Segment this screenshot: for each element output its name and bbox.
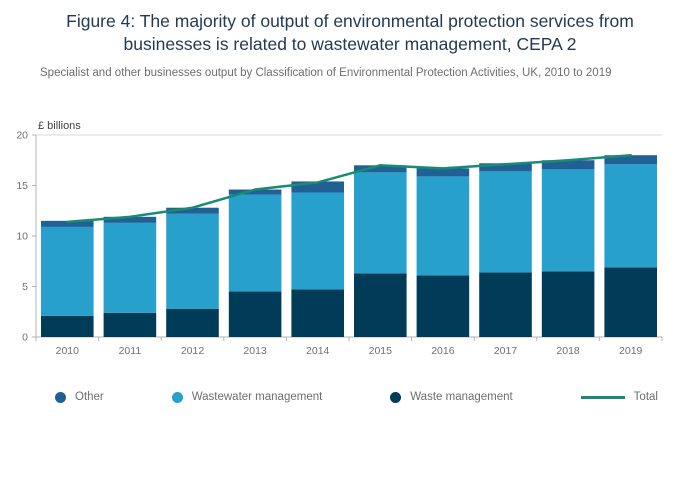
x-tick-label: 2019 <box>619 345 643 357</box>
x-tick-label: 2012 <box>181 345 205 357</box>
bar-segment-wastewater-management <box>228 194 282 292</box>
x-tick-label: 2010 <box>56 345 80 357</box>
figure-title: Figure 4: The majority of output of envi… <box>66 11 634 55</box>
x-tick-label: 2011 <box>119 345 142 357</box>
bar-segment-other <box>604 155 657 165</box>
y-axis-unit-label: £ billions <box>38 120 81 132</box>
bar-segment-wastewater-management <box>291 192 344 290</box>
bar-segment-other <box>354 165 407 173</box>
legend-item-total: Total <box>580 391 658 404</box>
x-tick-label: 2018 <box>556 345 580 357</box>
x-tick-label: 2015 <box>369 345 393 357</box>
bar-segment-other <box>41 221 94 228</box>
bar-segment-waste-management <box>41 315 94 338</box>
legend-item-waste-management: Waste management <box>390 391 513 404</box>
bar-segment-other <box>103 216 157 224</box>
bar-segment-wastewater-management <box>604 164 657 268</box>
bar-segment-wastewater-management <box>354 172 407 274</box>
bar-segment-other <box>416 168 470 177</box>
legend-label: Total <box>633 391 658 404</box>
bar-segment-wastewater-management <box>541 169 595 272</box>
legend-item-other: Other <box>55 391 104 403</box>
y-tick-label: 10 <box>16 231 28 243</box>
y-tick-label: 15 <box>16 180 28 192</box>
stacked-bar-chart: 0 5 10 15 20 £ billions 2010 2011 2012 2013 2014 20… <box>16 120 663 357</box>
total-line <box>66 154 632 224</box>
bar-segment-waste-management <box>604 267 657 338</box>
bar-segment-wastewater-management <box>479 171 532 273</box>
legend-label: Wastewater management <box>191 391 323 404</box>
legend-item-wastewater-management: Wastewater management <box>171 391 323 404</box>
bar-segment-waste-management <box>354 273 407 338</box>
x-tick-label: 2017 <box>494 345 518 357</box>
legend-line-marker <box>580 395 625 399</box>
bar-segment-wastewater-management <box>166 213 219 309</box>
legend-label: Other <box>75 391 104 404</box>
bar-segment-waste-management <box>416 275 470 338</box>
bar-segment-waste-management <box>103 312 157 338</box>
x-tick-label: 2014 <box>306 345 330 357</box>
x-tick-label: 2016 <box>431 345 455 357</box>
legend-dot-marker <box>390 391 402 403</box>
bar-segment-other <box>166 207 219 214</box>
bar-segment-wastewater-management <box>103 223 157 313</box>
bar-segment-other <box>228 189 282 195</box>
chart-legend: Other Wastewater management Waste manageme… <box>55 391 658 403</box>
legend-label: Waste management <box>410 391 513 404</box>
bar-segment-waste-management <box>166 308 219 338</box>
chart-area: 0 5 10 15 20 £ billions 2010 2011 2012 2013 2014 20… <box>0 113 700 365</box>
bar-segment-other <box>291 181 344 193</box>
legend-dot-marker <box>171 391 183 403</box>
bar-segment-wastewater-management <box>41 227 94 316</box>
bar-segment-waste-management <box>541 271 595 338</box>
y-tick-label: 5 <box>22 281 28 293</box>
bar-segment-other <box>541 160 595 170</box>
bar-segment-wastewater-management <box>416 176 470 276</box>
y-tick-label: 0 <box>22 332 28 344</box>
bar-segment-waste-management <box>291 289 344 338</box>
y-tick-label: 20 <box>16 130 28 142</box>
bar-segment-waste-management <box>228 291 282 338</box>
bar-segment-other <box>479 163 532 172</box>
figure-subtitle: Specialist and other businesses output b… <box>40 67 612 80</box>
bar-segment-waste-management <box>479 272 532 338</box>
x-tick-label: 2013 <box>243 345 267 357</box>
legend-dot-marker <box>55 391 66 403</box>
